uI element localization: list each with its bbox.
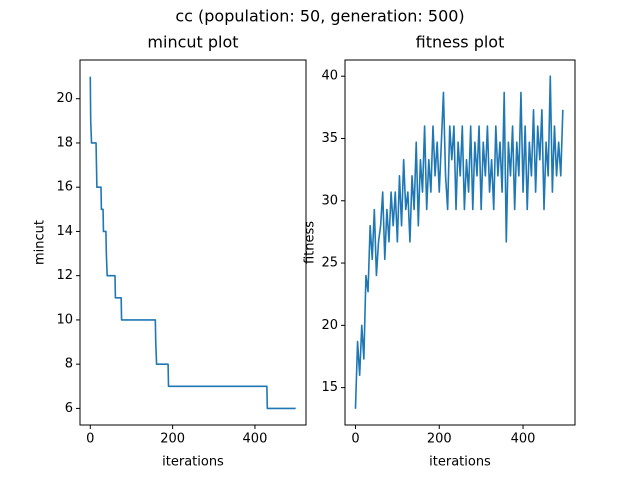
y-tick-label: 18 (56, 135, 73, 150)
x-tick-label: 200 (160, 432, 185, 447)
axes-frame (79, 59, 307, 426)
y-tick-label: 30 (321, 193, 338, 208)
data-line (354, 75, 564, 409)
x-tick-label: 400 (511, 432, 536, 447)
data-line (89, 76, 296, 410)
x-axis-label: iterations (429, 455, 491, 470)
y-tick-label: 20 (321, 318, 338, 333)
x-tick-label: 0 (351, 432, 359, 447)
y-tick-label: 20 (56, 91, 73, 106)
x-tick-label: 0 (86, 432, 94, 447)
y-axis-label: fitness (303, 221, 318, 264)
y-tick-label: 10 (56, 312, 73, 327)
y-tick-label: 6 (65, 401, 73, 416)
x-axis-label: iterations (162, 455, 224, 470)
x-tick-label: 200 (427, 432, 452, 447)
y-tick-label: 14 (56, 224, 73, 239)
axes-title: fitness plot (416, 33, 505, 52)
x-tick-label: 400 (243, 432, 268, 447)
figure-title: cc (population: 50, generation: 500) (175, 7, 464, 26)
y-tick-label: 40 (321, 69, 338, 84)
y-axis-label: mincut (33, 220, 48, 265)
y-tick-label: 15 (321, 380, 338, 395)
axes-title: mincut plot (147, 33, 238, 52)
y-tick-label: 35 (321, 131, 338, 146)
y-tick-label: 8 (65, 357, 73, 372)
axes-frame (344, 59, 576, 426)
y-tick-label: 16 (56, 180, 73, 195)
y-tick-label: 12 (56, 268, 73, 283)
y-tick-label: 25 (321, 256, 338, 271)
